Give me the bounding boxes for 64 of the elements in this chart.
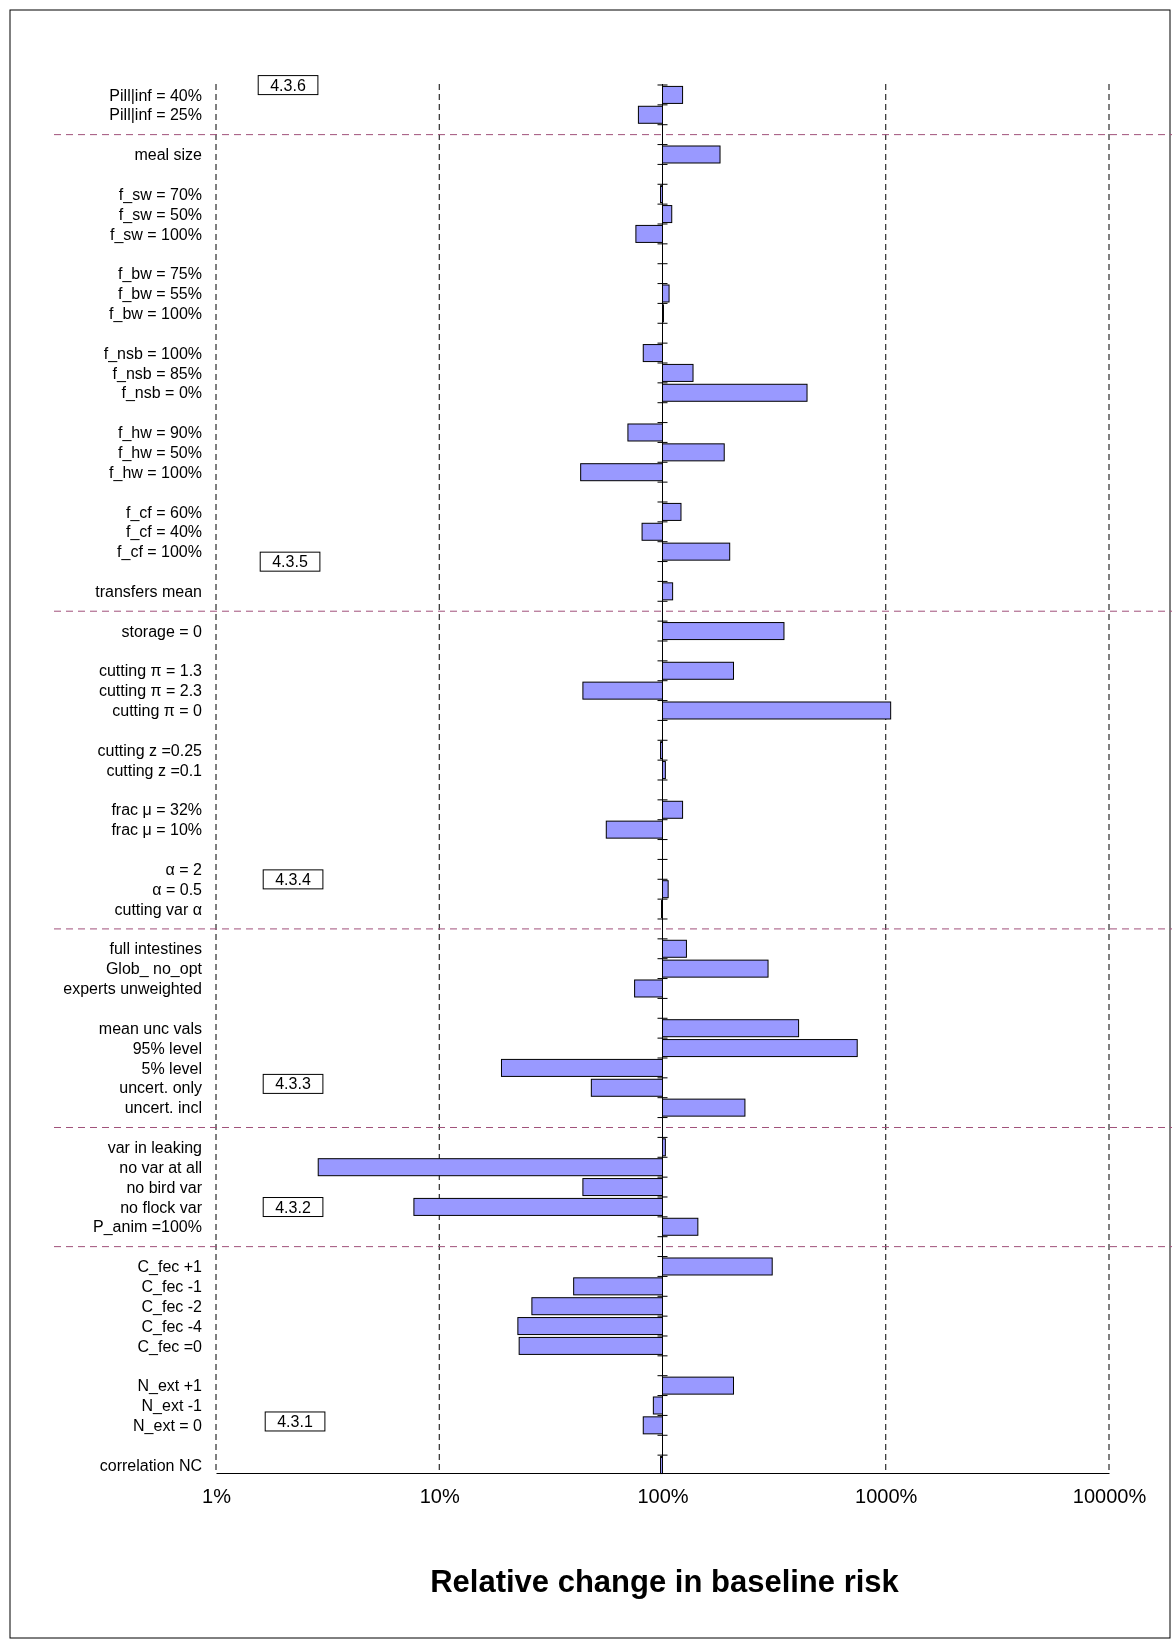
y-tick-label: frac μ = 32% (111, 801, 202, 819)
y-tick-label: f_nsb = 100% (103, 344, 202, 363)
y-tick-label: cutting π = 1.3 (98, 662, 203, 680)
y-tick-label: 5% level (141, 1059, 202, 1077)
x-axis-title: Relative change in baseline risk (430, 1564, 900, 1599)
y-tick-label: P_anim =100% (93, 1218, 202, 1237)
y-tick-label: N_ext -1 (141, 1397, 203, 1416)
y-tick-label: α = 0.5 (152, 880, 203, 898)
y-tick-label: cutting π = 0 (112, 702, 203, 720)
y-tick-label: f_sw = 70% (118, 185, 202, 204)
y-tick-label: var in leaking (107, 1138, 202, 1156)
y-tick-label: C_fec =0 (137, 1337, 203, 1356)
x-tick-label: 100% (637, 1485, 689, 1508)
y-tick-label: cutting z =0.1 (106, 761, 203, 779)
y-tick-label: f_cf = 40% (125, 523, 202, 542)
y-tick-label: f_bw = 100% (109, 304, 202, 323)
annotation: 4.3.3 (275, 1075, 311, 1093)
y-tick-label: f_hw = 100% (109, 463, 202, 482)
y-tick-label: cutting π = 2.3 (98, 682, 203, 700)
y-tick-label: N_ext = 0 (133, 1416, 203, 1435)
y-tick-label: frac μ = 10% (111, 821, 202, 839)
y-tick-label: no var at all (119, 1158, 202, 1176)
y-tick-label: mean unc vals (98, 1019, 202, 1037)
y-tick-label: storage = 0 (121, 622, 203, 640)
y-tick-label: Pill|inf = 25% (109, 106, 202, 124)
y-tick-label: 95% level (132, 1039, 202, 1057)
y-tick-label: correlation NC (99, 1456, 202, 1474)
y-tick-label: f_bw = 55% (117, 285, 202, 304)
y-tick-label: transfers mean (95, 582, 202, 600)
y-tick-label: no flock var (120, 1198, 203, 1216)
y-tick-label: f_hw = 50% (117, 443, 202, 462)
x-tick-label: 1% (202, 1485, 232, 1508)
y-tick-label: f_bw = 75% (117, 265, 202, 284)
y-tick-label: C_fec -4 (141, 1317, 203, 1336)
annotation: 4.3.1 (277, 1412, 313, 1430)
y-tick-label: Pill|inf = 40% (109, 86, 202, 104)
y-tick-label: C_fec +1 (137, 1258, 203, 1277)
y-tick-label: uncert. only (119, 1079, 202, 1097)
annotation: 4.3.4 (275, 870, 311, 888)
annotation: 4.3.2 (275, 1198, 311, 1216)
x-tick-label: 1000% (855, 1485, 918, 1508)
y-tick-label: Glob_ no_opt (105, 960, 203, 979)
y-tick-label: C_fec -1 (141, 1277, 203, 1296)
x-tick-label: 10% (419, 1485, 460, 1508)
annotation: 4.3.6 (270, 76, 306, 94)
y-tick-label: f_hw = 90% (117, 424, 202, 443)
y-tick-label: C_fec -2 (141, 1297, 203, 1316)
y-tick-label: f_nsb = 0% (121, 384, 202, 403)
y-tick-label: f_sw = 100% (109, 225, 202, 244)
y-tick-label: f_nsb = 85% (112, 364, 202, 383)
y-tick-label: full intestines (109, 940, 202, 958)
y-tick-label: cutting var α (114, 900, 202, 918)
y-tick-label: f_cf = 100% (117, 543, 202, 562)
y-tick-label: f_sw = 50% (118, 205, 202, 224)
y-tick-label: experts unweighted (63, 980, 202, 998)
y-tick-label: no bird var (126, 1178, 203, 1196)
y-tick-label: f_cf = 60% (125, 503, 202, 522)
y-tick-label: cutting z =0.25 (97, 741, 203, 759)
y-tick-label: meal size (134, 146, 203, 164)
y-tick-label: uncert. incl (124, 1099, 202, 1117)
y-tick-label: N_ext +1 (137, 1377, 203, 1396)
x-tick-label: 10000% (1072, 1485, 1147, 1508)
y-tick-label: α = 2 (165, 860, 203, 878)
annotation: 4.3.5 (272, 553, 308, 571)
